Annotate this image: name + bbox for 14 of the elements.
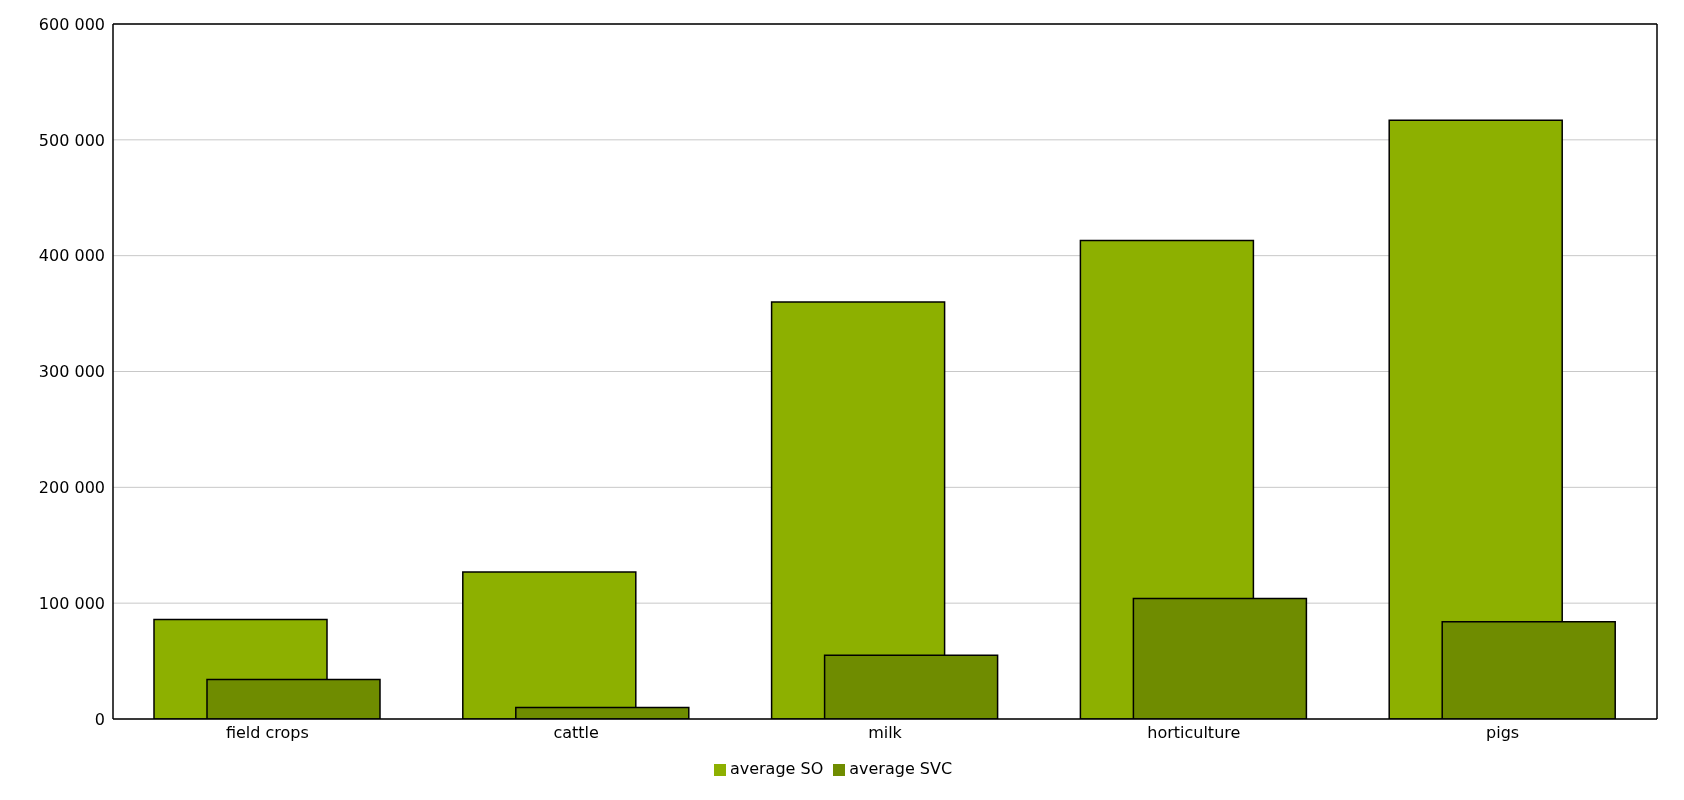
x-tick-label: cattle bbox=[553, 723, 599, 743]
x-tick-label: horticulture bbox=[1147, 723, 1241, 743]
y-tick-label: 500 000 bbox=[38, 130, 105, 150]
y-tick-label: 0 bbox=[94, 709, 105, 729]
legend-label: average SO bbox=[729, 759, 824, 778]
y-tick-label: 400 000 bbox=[38, 246, 105, 266]
y-tick-label: 100 000 bbox=[38, 593, 105, 613]
x-tick-label: pigs bbox=[1486, 723, 1520, 743]
x-tick-label: milk bbox=[868, 723, 903, 743]
y-tick-label: 600 000 bbox=[38, 14, 105, 34]
x-tick-label: field crops bbox=[225, 723, 309, 743]
y-tick-label: 200 000 bbox=[38, 478, 105, 498]
y-tick-label: 300 000 bbox=[38, 362, 105, 382]
legend-label: average SVC bbox=[849, 759, 953, 778]
